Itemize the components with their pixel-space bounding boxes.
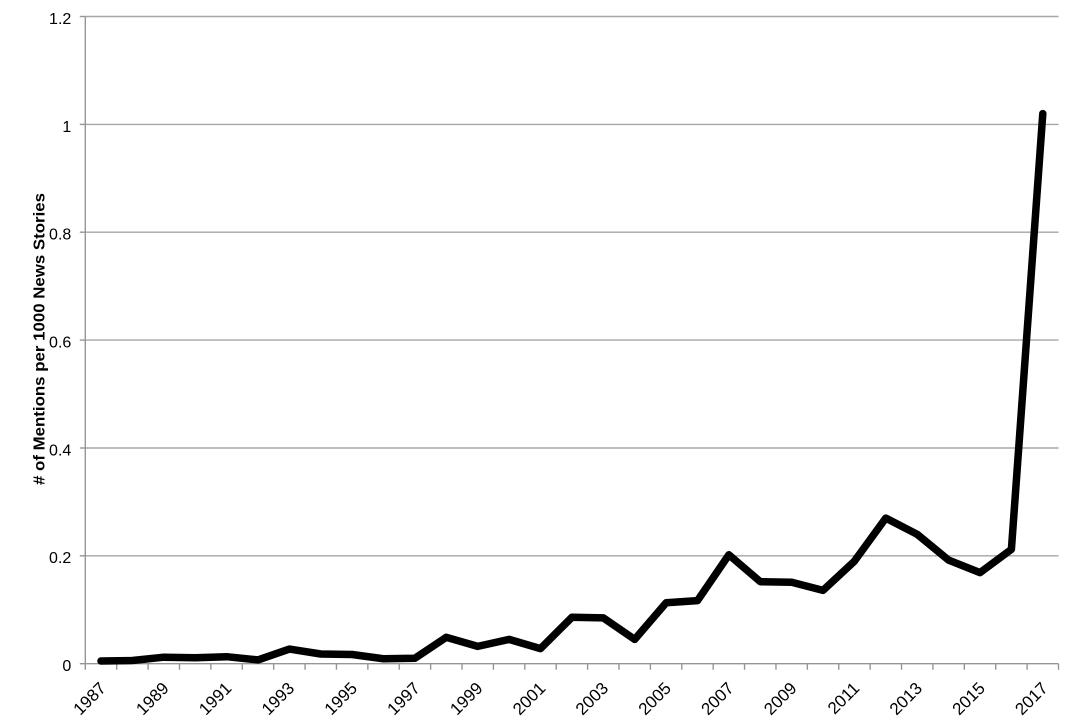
svg-text:0.8: 0.8 (49, 227, 71, 244)
svg-text:1.2: 1.2 (49, 11, 71, 28)
svg-text:2009: 2009 (760, 679, 800, 719)
svg-text:1995: 1995 (321, 679, 361, 719)
svg-text:2017: 2017 (1011, 679, 1051, 719)
svg-text:2015: 2015 (949, 679, 989, 719)
svg-text:1987: 1987 (70, 679, 110, 719)
svg-text:# of Mentions per 1000 News St: # of Mentions per 1000 News Stories (31, 193, 48, 485)
svg-text:2003: 2003 (572, 679, 612, 719)
svg-text:0.4: 0.4 (49, 442, 71, 459)
svg-text:1999: 1999 (446, 679, 486, 719)
svg-text:2011: 2011 (824, 679, 863, 718)
svg-text:1: 1 (62, 119, 71, 136)
svg-text:1997: 1997 (384, 679, 424, 719)
svg-text:2005: 2005 (635, 679, 675, 719)
svg-text:2001: 2001 (509, 679, 549, 719)
svg-text:1989: 1989 (132, 679, 172, 719)
svg-text:1991: 1991 (195, 679, 235, 719)
svg-text:2013: 2013 (886, 679, 926, 719)
svg-text:1993: 1993 (258, 679, 298, 719)
svg-text:0: 0 (62, 658, 71, 675)
svg-text:2007: 2007 (698, 679, 738, 719)
svg-text:0.2: 0.2 (49, 550, 71, 567)
svg-text:0.6: 0.6 (49, 335, 71, 352)
